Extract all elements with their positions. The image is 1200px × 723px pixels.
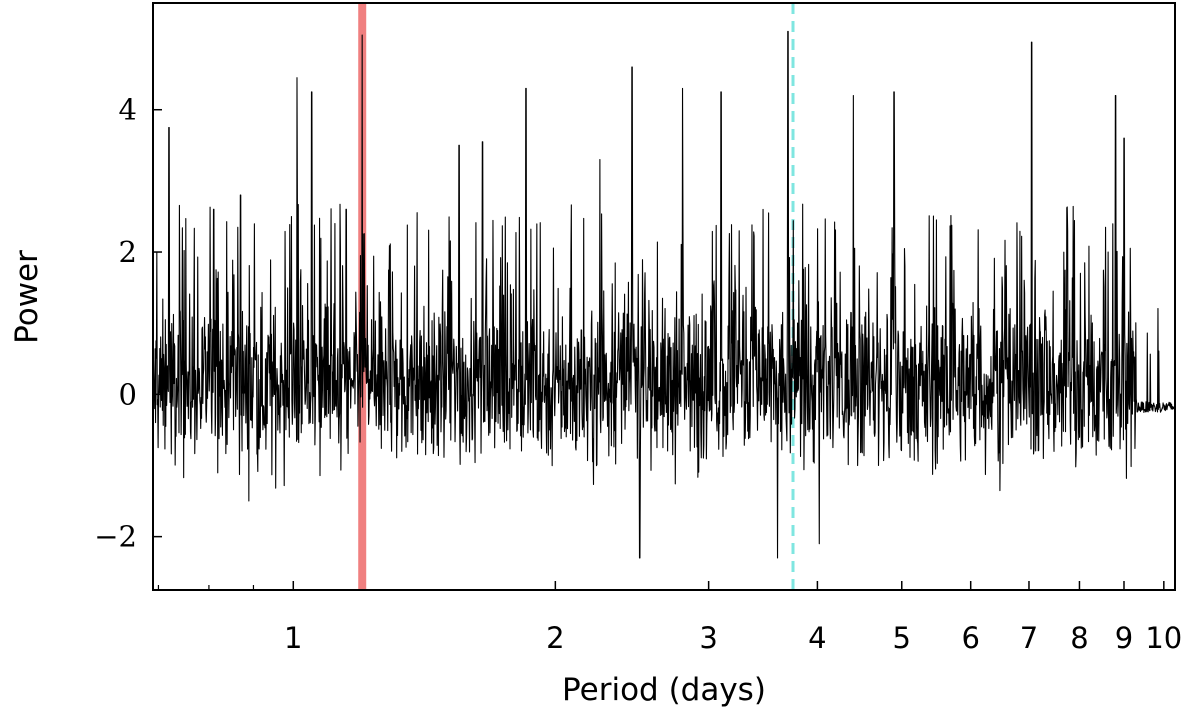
plot-frame xyxy=(152,2,1176,591)
x-axis: 1 2 3 4 5 6 7 8 9 10 xyxy=(157,581,1182,655)
x-tick-label: 7 xyxy=(1020,621,1038,655)
x-tick-label: 1 xyxy=(284,621,302,655)
series-line xyxy=(153,30,1175,559)
y-tick-label: 4 xyxy=(119,93,137,127)
x-tick-label: 3 xyxy=(699,621,717,655)
y-tick-label: −2 xyxy=(94,520,137,554)
y-axis: −2 0 2 4 xyxy=(94,93,162,554)
x-tick-label: 9 xyxy=(1115,621,1133,655)
x-tick-label: 4 xyxy=(808,621,826,655)
y-tick-label: 0 xyxy=(119,377,137,411)
period-markers xyxy=(358,3,795,590)
x-tick-label: 8 xyxy=(1070,621,1088,655)
y-axis-title: Power xyxy=(9,250,45,344)
x-tick-label: 5 xyxy=(893,621,911,655)
y-tick-label: 2 xyxy=(119,235,137,269)
x-tick-label: 10 xyxy=(1145,621,1182,655)
x-tick-label: 6 xyxy=(961,621,979,655)
x-tick-label: 2 xyxy=(546,621,564,655)
x-axis-title: Period (days) xyxy=(562,672,766,708)
